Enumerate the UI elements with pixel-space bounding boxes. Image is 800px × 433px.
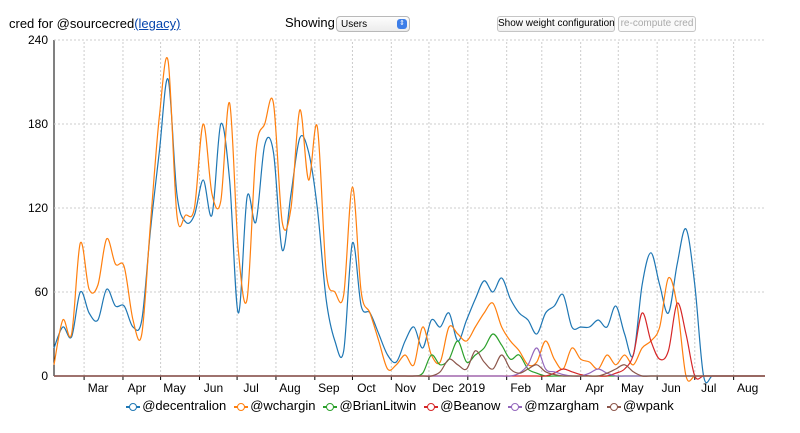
x-tick-label: Apr xyxy=(585,381,604,395)
legend-marker-icon xyxy=(126,402,141,412)
legend-marker-icon xyxy=(607,402,622,412)
x-tick-label: Aug xyxy=(279,381,300,395)
cred-chart: 0 60 120 180 240 Mar Apr May Jun Jul Aug Sep Oct Nov… xyxy=(28,33,765,395)
x-tick-label: Apr xyxy=(128,381,147,395)
y-tick-label: 180 xyxy=(28,117,48,131)
legend-label: @BrianLitwin xyxy=(339,398,417,413)
series-line-wpank xyxy=(54,350,765,377)
legacy-link[interactable]: (legacy) xyxy=(134,16,181,31)
x-tick-label: Mar xyxy=(88,381,109,395)
legend-item: @wpank xyxy=(607,398,674,413)
page-title: cred for @sourcecred(legacy) xyxy=(9,16,180,32)
x-tick-label: Sep xyxy=(318,381,340,395)
legend-marker-icon xyxy=(323,402,338,412)
x-tick-label: Jun xyxy=(661,381,680,395)
y-tick-label: 120 xyxy=(28,201,48,215)
title-text: cred for @sourcecred xyxy=(9,16,135,31)
legend-label: @decentralion xyxy=(142,398,227,413)
show-weight-configuration-button[interactable]: Show weight configuration xyxy=(497,16,615,32)
y-tick-label: 240 xyxy=(28,33,48,47)
legend-label: @Beanow xyxy=(440,398,501,413)
x-tick-label: May xyxy=(163,381,186,395)
legend-item: @Beanow xyxy=(424,398,500,413)
x-tick-label: Aug xyxy=(737,381,758,395)
x-tick-label: Jul xyxy=(701,381,716,395)
showing-select-value: Users xyxy=(341,19,368,30)
x-tick-label: May xyxy=(621,381,644,395)
x-tick-label: Nov xyxy=(395,381,416,395)
chart-grid xyxy=(53,39,765,377)
x-tick-label: Jul xyxy=(243,381,258,395)
x-axis: Mar Apr May Jun Jul Aug Sep Oct Nov Dec 2019 Feb Mar… xyxy=(83,376,758,395)
legend-label: @wchargin xyxy=(250,398,316,413)
recompute-cred-button[interactable]: re-compute cred xyxy=(618,16,696,32)
x-tick-label: Mar xyxy=(545,381,566,395)
chart-legend: @decentralion @wchargin @BrianLitwin @Beano… xyxy=(0,398,800,413)
legend-marker-icon xyxy=(234,402,249,412)
y-tick-label: 0 xyxy=(41,369,48,383)
showing-label: Showing: xyxy=(285,15,339,30)
legend-label: @wpank xyxy=(623,398,674,413)
chart-series xyxy=(53,57,765,384)
series-line-wchargin xyxy=(53,57,765,382)
y-tick-label: 60 xyxy=(35,285,49,299)
legend-item: @wchargin xyxy=(234,398,315,413)
legend-item: @BrianLitwin xyxy=(323,398,416,413)
legend-item: @decentralion xyxy=(126,398,226,413)
legend-marker-icon xyxy=(424,402,439,412)
legend-marker-icon xyxy=(508,402,523,412)
y-axis: 0 60 120 180 240 xyxy=(28,33,48,383)
chevron-updown-icon: ⇕ xyxy=(397,19,407,29)
legend-label: @mzargham xyxy=(524,398,600,413)
toolbar: cred for @sourcecred(legacy) Showing: Us… xyxy=(0,0,800,40)
x-tick-label: Oct xyxy=(357,381,376,395)
x-tick-label: 2019 xyxy=(458,381,485,395)
x-tick-label: Dec xyxy=(432,381,453,395)
showing-select[interactable]: Users ⇕ xyxy=(336,16,410,32)
x-tick-label: Feb xyxy=(510,381,531,395)
x-tick-label: Jun xyxy=(204,381,223,395)
legend-item: @mzargham xyxy=(508,398,599,413)
